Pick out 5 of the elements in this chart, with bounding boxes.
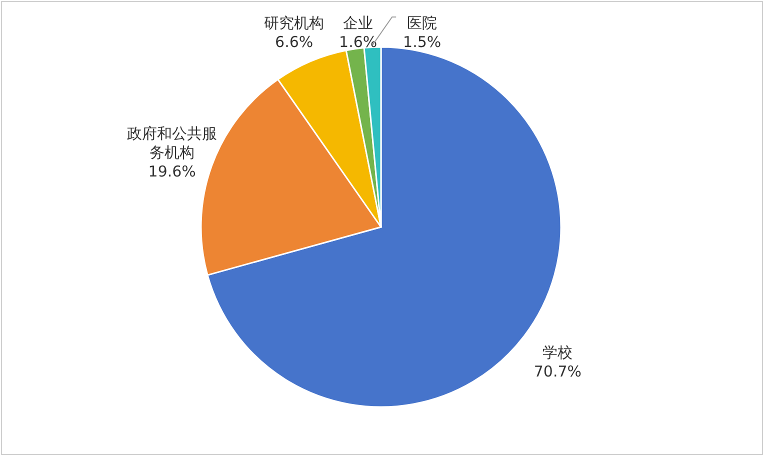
label: 企业 1.6% [339,14,378,51]
label: 学校 70.7% [534,343,582,380]
label: 研究机构 6.6% [264,14,324,51]
label: 医院 1.5% [403,14,442,51]
label: 政府和公共服务机构 19.6% [127,124,218,180]
